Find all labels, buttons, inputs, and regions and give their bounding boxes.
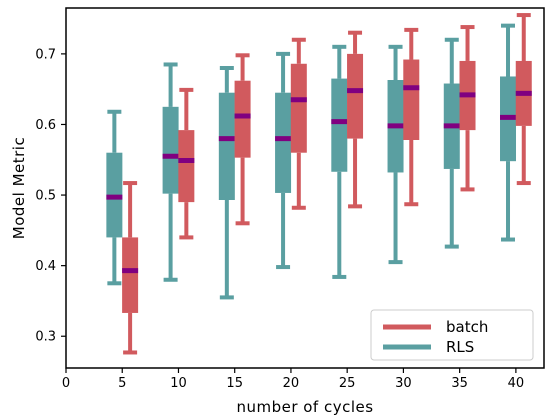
box-iqr xyxy=(290,63,307,153)
legend-label-batch: batch xyxy=(446,318,488,336)
box-batch-25 xyxy=(347,30,364,209)
plot-frame xyxy=(65,7,545,369)
box-batch-35 xyxy=(459,25,476,192)
box-batch-40 xyxy=(515,13,532,186)
y-tick-label: 0.4 xyxy=(35,259,56,274)
y-tick-label: 0.6 xyxy=(35,118,56,133)
box-rls-25 xyxy=(331,44,348,279)
x-tick-label: 5 xyxy=(118,376,126,391)
x-tick-label: 25 xyxy=(339,376,356,391)
box-rls-40 xyxy=(500,23,517,242)
x-tick-label: 20 xyxy=(283,376,300,391)
box-rls-30 xyxy=(387,44,404,265)
box-iqr xyxy=(234,80,251,158)
x-tick-label: 10 xyxy=(170,376,187,391)
x-tick-label: 35 xyxy=(451,376,468,391)
box-batch-30 xyxy=(403,27,420,207)
box-iqr xyxy=(275,92,292,193)
box-batch-5 xyxy=(122,181,139,355)
box-iqr xyxy=(347,53,364,139)
box-series-layer xyxy=(106,13,532,355)
box-rls-35 xyxy=(443,37,460,249)
box-batch-15 xyxy=(234,53,251,226)
legend-label-rls: RLS xyxy=(446,338,474,356)
x-tick-label: 0 xyxy=(62,376,70,391)
legend: batch RLS xyxy=(370,309,534,361)
box-batch-20 xyxy=(290,37,307,210)
box-rls-10 xyxy=(162,62,179,282)
x-tick-label: 40 xyxy=(508,376,525,391)
box-iqr xyxy=(218,92,235,200)
box-iqr xyxy=(162,106,179,194)
x-tick-label: 15 xyxy=(226,376,243,391)
box-rls-15 xyxy=(218,66,235,300)
box-iqr xyxy=(178,130,195,203)
y-axis-ticks: 0.3 0.4 0.5 0.6 0.7 xyxy=(35,47,66,345)
y-tick-label: 0.3 xyxy=(35,330,56,345)
box-iqr xyxy=(331,78,348,172)
y-axis-label: Model Metric xyxy=(10,137,28,239)
box-rls-5 xyxy=(106,109,123,286)
y-tick-label: 0.7 xyxy=(35,47,56,62)
y-tick-label: 0.5 xyxy=(35,189,56,204)
box-iqr xyxy=(403,59,420,140)
box-rls-20 xyxy=(275,51,292,270)
x-axis-ticks: 0 5 10 15 20 25 30 35 40 xyxy=(62,368,524,391)
box-batch-10 xyxy=(178,87,195,240)
x-axis-label: number of cycles xyxy=(236,398,373,416)
x-tick-label: 30 xyxy=(395,376,412,391)
box-iqr xyxy=(122,237,139,313)
